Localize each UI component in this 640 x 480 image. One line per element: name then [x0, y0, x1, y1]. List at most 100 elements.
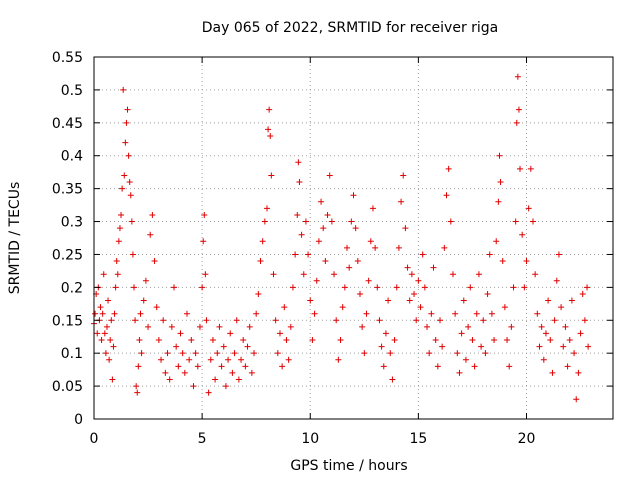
data-point: [244, 343, 251, 350]
data-point: [302, 218, 309, 225]
data-point: [111, 310, 118, 317]
data-point: [454, 350, 461, 357]
data-point: [536, 343, 543, 350]
data-point: [177, 330, 184, 337]
data-point: [192, 350, 199, 357]
data-point: [311, 310, 318, 317]
data-point: [519, 231, 526, 238]
data-point: [183, 310, 190, 317]
data-point: [214, 350, 221, 357]
data-point: [504, 337, 511, 344]
data-point: [447, 218, 454, 225]
data-point: [406, 297, 413, 304]
data-point: [512, 218, 519, 225]
data-point: [367, 238, 374, 245]
data-point: [119, 185, 126, 192]
data-point: [203, 317, 210, 324]
data-point: [333, 317, 340, 324]
data-point: [471, 363, 478, 370]
data-point: [140, 297, 147, 304]
data-point: [493, 238, 500, 245]
data-point: [496, 152, 503, 159]
data-point: [125, 152, 132, 159]
data-point: [326, 172, 333, 179]
data-point: [514, 73, 521, 80]
data-point: [389, 376, 396, 383]
data-point: [555, 251, 562, 258]
data-point: [292, 251, 299, 258]
data-point: [421, 284, 428, 291]
data-point: [352, 225, 359, 232]
data-point: [344, 244, 351, 251]
data-point: [497, 179, 504, 186]
data-point: [491, 337, 498, 344]
data-points: [91, 73, 592, 403]
data-point: [114, 271, 121, 278]
data-point: [549, 369, 556, 376]
data-point: [480, 317, 487, 324]
data-point: [238, 356, 245, 363]
data-point: [354, 258, 361, 265]
data-point: [181, 369, 188, 376]
data-point: [538, 323, 545, 330]
data-point: [411, 290, 418, 297]
data-point: [209, 337, 216, 344]
data-point: [473, 310, 480, 317]
data-point: [408, 271, 415, 278]
data-point: [127, 192, 134, 199]
data-point: [372, 244, 379, 251]
data-point: [346, 264, 353, 271]
data-point: [562, 323, 569, 330]
data-point: [508, 323, 515, 330]
data-point: [460, 297, 467, 304]
data-point: [395, 244, 402, 251]
y-tick-label: 0.45: [52, 116, 83, 132]
data-point: [428, 310, 435, 317]
data-point: [121, 172, 128, 179]
data-point: [501, 304, 508, 311]
data-point: [337, 337, 344, 344]
data-point: [100, 271, 107, 278]
y-tick-label: 0.15: [52, 313, 83, 329]
data-point: [266, 106, 273, 113]
data-point: [97, 304, 104, 311]
data-point: [151, 258, 158, 265]
data-point: [462, 356, 469, 363]
data-point: [153, 304, 160, 311]
data-point: [281, 304, 288, 311]
data-point: [478, 343, 485, 350]
data-point: [486, 251, 493, 258]
data-point: [523, 258, 530, 265]
data-point: [270, 271, 277, 278]
data-point: [402, 225, 409, 232]
data-point: [123, 119, 130, 126]
data-point: [272, 317, 279, 324]
data-point: [296, 179, 303, 186]
data-point: [320, 225, 327, 232]
data-point: [488, 310, 495, 317]
data-point: [212, 376, 219, 383]
data-point: [145, 323, 152, 330]
data-point: [94, 330, 101, 337]
plot-frame: [93, 56, 614, 420]
y-tick-label: 0.55: [52, 50, 83, 66]
data-point: [328, 218, 335, 225]
data-point: [517, 165, 524, 172]
chart-title: Day 065 of 2022, SRMTID for receiver rig…: [202, 20, 499, 36]
data-point: [437, 317, 443, 324]
y-tick-label: 0.1: [61, 346, 83, 362]
data-point: [545, 297, 552, 304]
data-point: [188, 337, 195, 344]
data-point: [521, 284, 528, 291]
data-point: [92, 310, 99, 317]
data-point: [382, 330, 389, 337]
data-point: [222, 383, 229, 390]
x-tick-label: 0: [90, 431, 99, 447]
data-point: [131, 284, 138, 291]
data-point: [585, 343, 592, 350]
data-point: [261, 218, 268, 225]
data-point: [495, 198, 502, 205]
data-point: [529, 218, 536, 225]
data-point: [200, 238, 207, 245]
